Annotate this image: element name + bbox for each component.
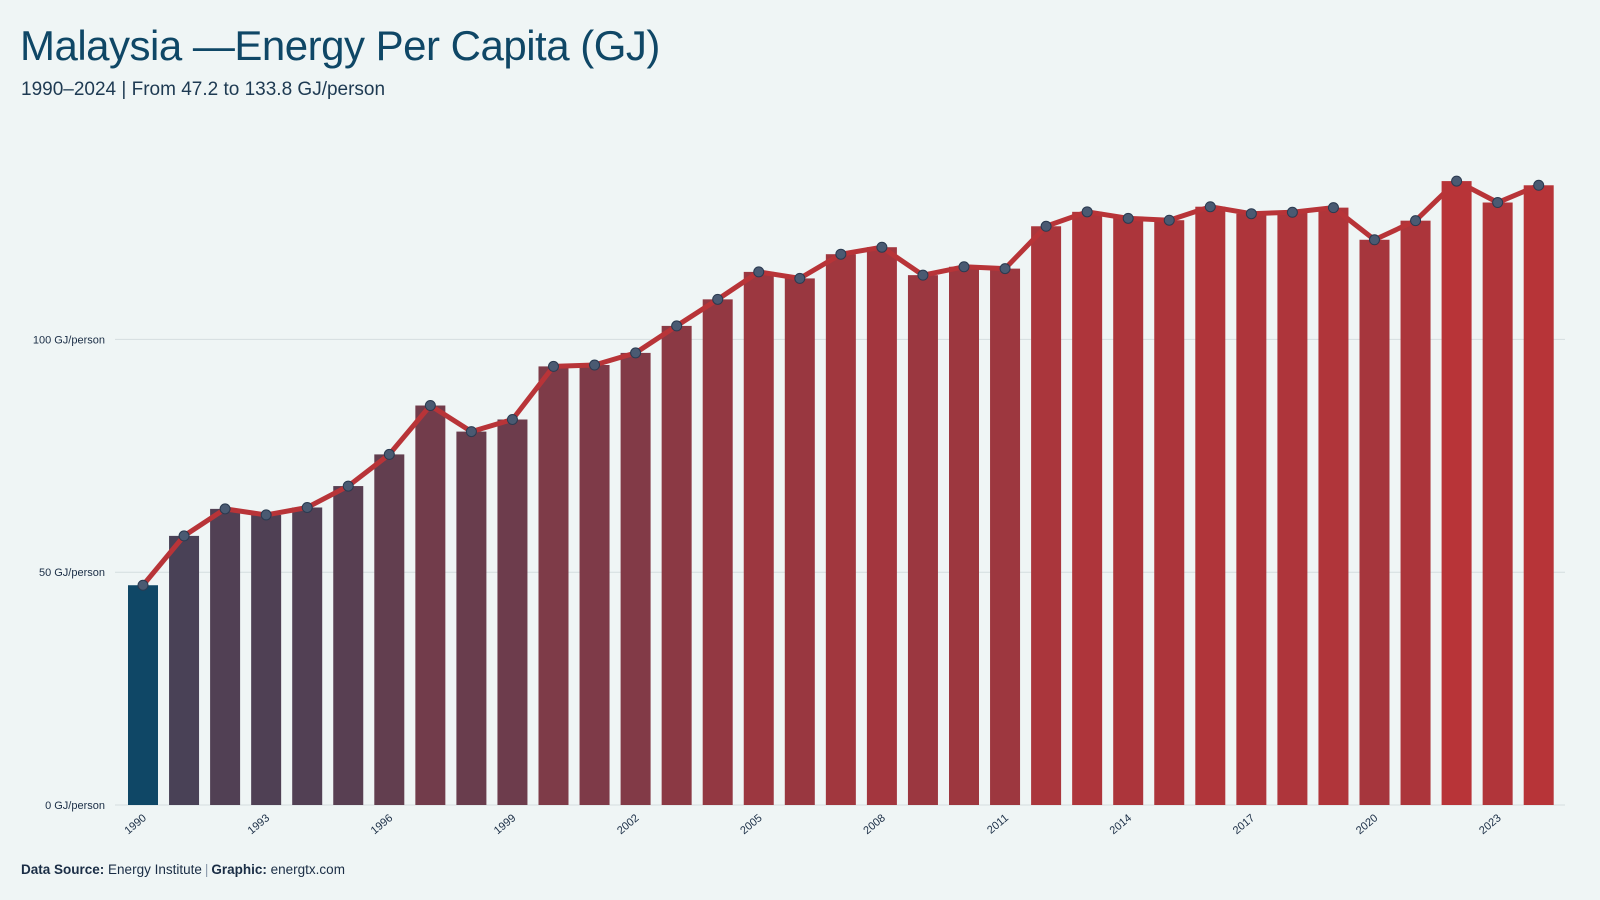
bar-2022 [1441,181,1472,805]
bar-2024 [1523,185,1554,806]
source-label: Data Source: [21,862,105,877]
point-2001 [589,359,601,371]
bar-2004 [702,299,733,805]
point-1991 [178,530,190,542]
bar-2020 [1359,239,1390,805]
bar-2005 [743,271,774,805]
point-2016 [1204,201,1216,213]
x-tick-label: 1990 [122,812,148,837]
y-tick-label: 100 GJ/person [33,334,105,346]
x-tick-label: 1993 [246,812,272,837]
bar-2000 [538,366,569,805]
x-tick-label: 2014 [1108,812,1134,837]
bar-2018 [1277,212,1308,805]
graphic-value: energtx.com [270,862,345,877]
point-2020 [1369,234,1380,246]
point-2004 [712,293,724,305]
point-2007 [835,248,847,260]
point-1997 [424,400,436,412]
bar-2013 [1072,211,1103,805]
point-2006 [794,272,806,284]
bar-2021 [1400,220,1431,805]
chart-subtitle: 1990–2024 | From 47.2 to 133.8 GJ/person [21,79,386,100]
bar-1993 [251,514,282,805]
point-2017 [1245,208,1257,220]
x-tick-label: 2023 [1477,812,1503,837]
bar-2019 [1318,207,1349,805]
bar-2006 [784,278,815,806]
point-1992 [219,503,231,515]
point-2008 [876,241,888,253]
bar-2001 [579,365,610,805]
point-2018 [1286,206,1298,218]
point-2000 [548,360,559,372]
bar-2016 [1195,206,1226,806]
point-2009 [917,269,929,281]
x-tick-label: 2017 [1231,812,1257,837]
bar-2017 [1236,213,1267,806]
bar-2014 [1113,218,1144,805]
bar-1997 [415,405,446,805]
point-2011 [999,263,1011,275]
bar-1992 [210,508,241,805]
point-2024 [1533,179,1545,191]
footer-separator: | [204,862,209,877]
bar-2011 [990,268,1021,806]
chart-title: Malaysia —Energy Per Capita (GJ) [20,22,660,69]
bar-1995 [333,486,364,805]
bar-2003 [661,325,692,805]
x-tick-label: 2005 [738,812,764,837]
point-2002 [630,347,642,359]
point-1996 [383,448,395,460]
point-2003 [671,320,683,332]
bar-2010 [949,266,979,806]
bar-1994 [292,507,323,805]
bar-1998 [456,431,487,805]
bar-2008 [866,247,897,806]
point-2022 [1451,175,1463,187]
x-tick-label: 2011 [985,812,1011,836]
point-1990 [137,579,149,591]
source-value: Energy Institute [108,862,202,877]
point-2015 [1163,214,1175,226]
point-1999 [506,413,518,425]
point-2021 [1410,215,1422,227]
point-2023 [1492,197,1504,209]
bar-1996 [374,454,405,805]
point-2014 [1122,212,1134,224]
x-tick-label: 2020 [1354,812,1380,837]
point-2019 [1327,202,1339,214]
bar-2002 [620,352,651,805]
bar-2012 [1031,226,1062,805]
graphic-label: Graphic: [211,862,267,877]
point-1994 [301,501,313,513]
point-2013 [1081,206,1093,218]
y-tick-label: 50 GJ/person [39,567,105,579]
x-tick-label: 1999 [492,812,518,837]
point-1993 [260,509,272,521]
point-1995 [342,480,354,492]
bar-2015 [1154,220,1185,805]
point-2012 [1040,220,1052,232]
bar-1990 [128,585,158,805]
point-1998 [465,426,477,438]
bar-1999 [497,419,528,805]
x-tick-label: 1996 [369,812,395,837]
point-2005 [753,266,765,278]
x-tick-label: 2008 [861,812,887,837]
point-2010 [958,261,970,273]
bar-2009 [907,275,938,805]
x-tick-label: 2002 [615,812,641,837]
bar-1991 [169,535,200,805]
bar-2007 [825,254,856,806]
bar-2023 [1482,202,1513,805]
chart-footer: Data Source: Energy Institute | Graphic: e… [21,862,345,877]
y-tick-label: 0 GJ/person [45,800,105,812]
